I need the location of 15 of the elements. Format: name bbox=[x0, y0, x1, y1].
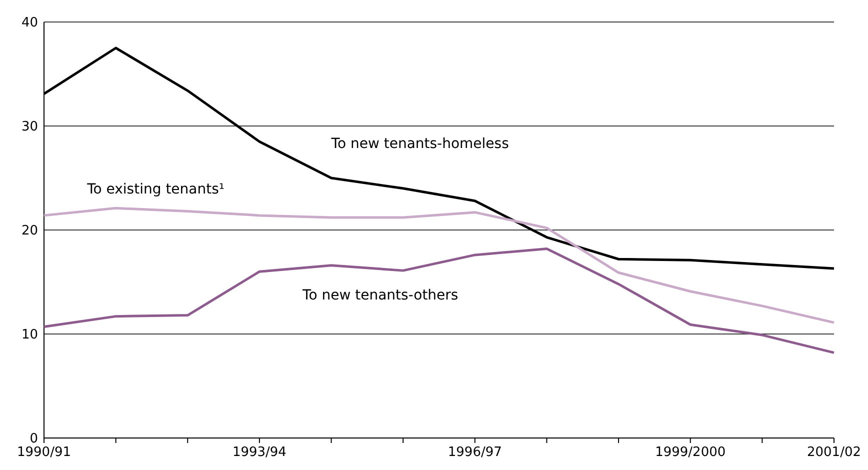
line-series bbox=[42, 247, 836, 354]
series-label: To existing tenants¹ bbox=[86, 181, 225, 198]
y-tick-label: 20 bbox=[21, 224, 38, 239]
x-tick-label: 2001/02 bbox=[806, 445, 862, 460]
line-series bbox=[42, 206, 836, 324]
y-tick-label: 40 bbox=[21, 16, 38, 31]
y-tick-label: 10 bbox=[21, 328, 38, 343]
y-tick-label: 30 bbox=[21, 120, 38, 135]
series-label: To new tenants-homeless bbox=[330, 136, 509, 152]
series-label: To new tenants-others bbox=[302, 288, 458, 304]
x-tick-label: 1990/91 bbox=[16, 445, 72, 460]
x-tick-label: 1996/97 bbox=[448, 445, 502, 460]
y-tick-label: 0 bbox=[30, 432, 38, 447]
x-tick-label: 1993/94 bbox=[232, 445, 286, 460]
x-tick-label: 1999/2000 bbox=[655, 445, 726, 460]
